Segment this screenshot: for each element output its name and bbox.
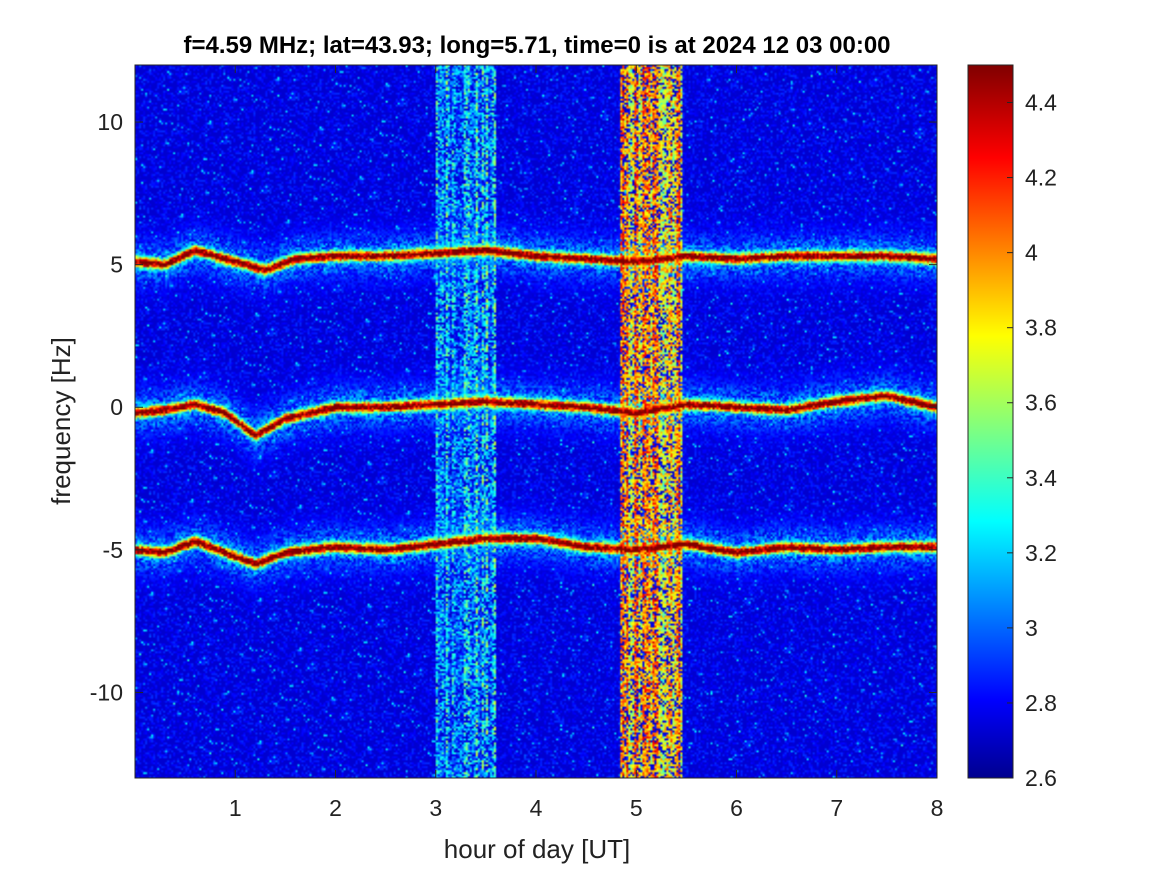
colorbar-tick-label: 4.4: [1025, 90, 1057, 116]
x-tick-label: 4: [530, 795, 543, 821]
y-axis-ticks: 10 5 0 -5 -10: [90, 109, 937, 705]
chart-title: f=4.59 MHz; lat=43.93; long=5.71, time=0…: [183, 32, 890, 59]
x-axis-label: hour of day [UT]: [444, 834, 630, 864]
x-axis-ticks: 1 2 3 4 5 6 7 8: [229, 65, 944, 821]
y-tick-label: -10: [90, 679, 123, 705]
heatmap-image: [135, 65, 937, 778]
y-tick-label: -5: [103, 537, 123, 563]
colorbar-tick-label: 4: [1025, 240, 1038, 266]
y-tick-label: 0: [110, 394, 123, 420]
colorbar: [967, 64, 1014, 779]
y-tick-label: 10: [97, 109, 123, 135]
colorbar-tick-label: 3: [1025, 615, 1038, 641]
colorbar-tick-label: 4.2: [1025, 165, 1057, 191]
x-tick-label: 8: [931, 795, 944, 821]
colorbar-tick-label: 3.4: [1025, 465, 1057, 491]
colorbar-tick-label: 2.6: [1025, 765, 1057, 791]
x-tick-label: 2: [329, 795, 342, 821]
x-tick-label: 6: [730, 795, 743, 821]
x-tick-label: 1: [229, 795, 242, 821]
colorbar-tick-label: 3.2: [1025, 540, 1057, 566]
colorbar-tick-label: 2.8: [1025, 690, 1057, 716]
x-tick-label: 5: [630, 795, 643, 821]
y-tick-label: 5: [110, 252, 123, 278]
colorbar-tick-label: 3.8: [1025, 315, 1057, 341]
x-tick-label: 7: [830, 795, 843, 821]
colorbar-ticks: 4.4 4.2 4 3.8 3.6 3.4 3.2 3 2.8 2.6: [1007, 90, 1057, 791]
plot-area: [135, 65, 937, 778]
colorbar-tick-label: 3.6: [1025, 390, 1057, 416]
x-tick-label: 3: [429, 795, 442, 821]
y-axis-label: frequency [Hz]: [46, 337, 76, 505]
